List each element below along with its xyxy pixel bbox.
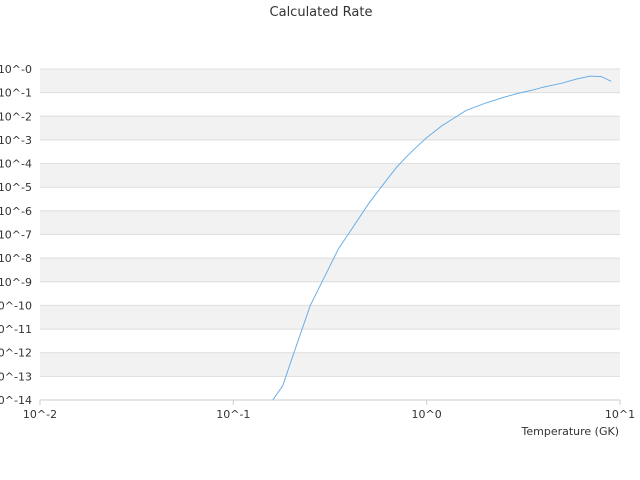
- y-tick-label: 10^-13: [0, 370, 32, 383]
- y-axis: 10^-0 10^-1 10^-2 10^-3 10^-4 10^-5 10^-6 10^-7…: [0, 63, 32, 407]
- y-tick-label: 10^-1: [0, 87, 32, 100]
- y-tick-label: 10^-9: [0, 276, 32, 289]
- y-tick-label: 10^-3: [0, 134, 32, 147]
- grid-bands: [40, 68, 620, 401]
- grid-band: [40, 139, 620, 164]
- y-tick-label: 10^-7: [0, 229, 32, 242]
- y-tick-label: 10^-0: [0, 63, 32, 76]
- x-tick-label: 10^0: [412, 408, 442, 421]
- x-axis-label: Temperature (GK): [521, 425, 620, 438]
- x-tick-label: 10^1: [605, 408, 635, 421]
- x-axis: 10^-2 10^-1 10^0 10^1: [23, 400, 635, 421]
- y-tick-label: 10^-4: [0, 158, 32, 171]
- y-tick-label: 10^-11: [0, 323, 32, 336]
- y-tick-label: 10^-8: [0, 252, 32, 265]
- grid-band: [40, 69, 620, 93]
- grid-band: [40, 258, 620, 282]
- grid-band: [40, 187, 620, 211]
- grid-band: [40, 281, 620, 306]
- grid-band: [40, 352, 620, 377]
- grid-band: [40, 305, 620, 330]
- x-tick-label: 10^-2: [23, 408, 57, 421]
- grid-band: [40, 234, 620, 259]
- grid-band: [40, 376, 620, 400]
- y-tick-label: 10^-14: [0, 394, 32, 407]
- data-series: [272, 75, 612, 401]
- y-tick-label: 10^-10: [0, 299, 32, 312]
- y-tick-label: 10^-5: [0, 181, 32, 194]
- chart-title: Calculated Rate: [270, 5, 373, 20]
- grid-band: [40, 163, 620, 188]
- y-tick-label: 10^-2: [0, 110, 32, 123]
- y-tick-label: 10^-6: [0, 205, 32, 218]
- y-tick-label: 10^-12: [0, 347, 32, 360]
- grid-band: [40, 92, 620, 117]
- x-tick-label: 10^-1: [216, 408, 250, 421]
- grid-band: [40, 210, 620, 235]
- grid-band: [40, 116, 620, 140]
- series-line: [272, 75, 612, 401]
- grid-band: [40, 329, 620, 353]
